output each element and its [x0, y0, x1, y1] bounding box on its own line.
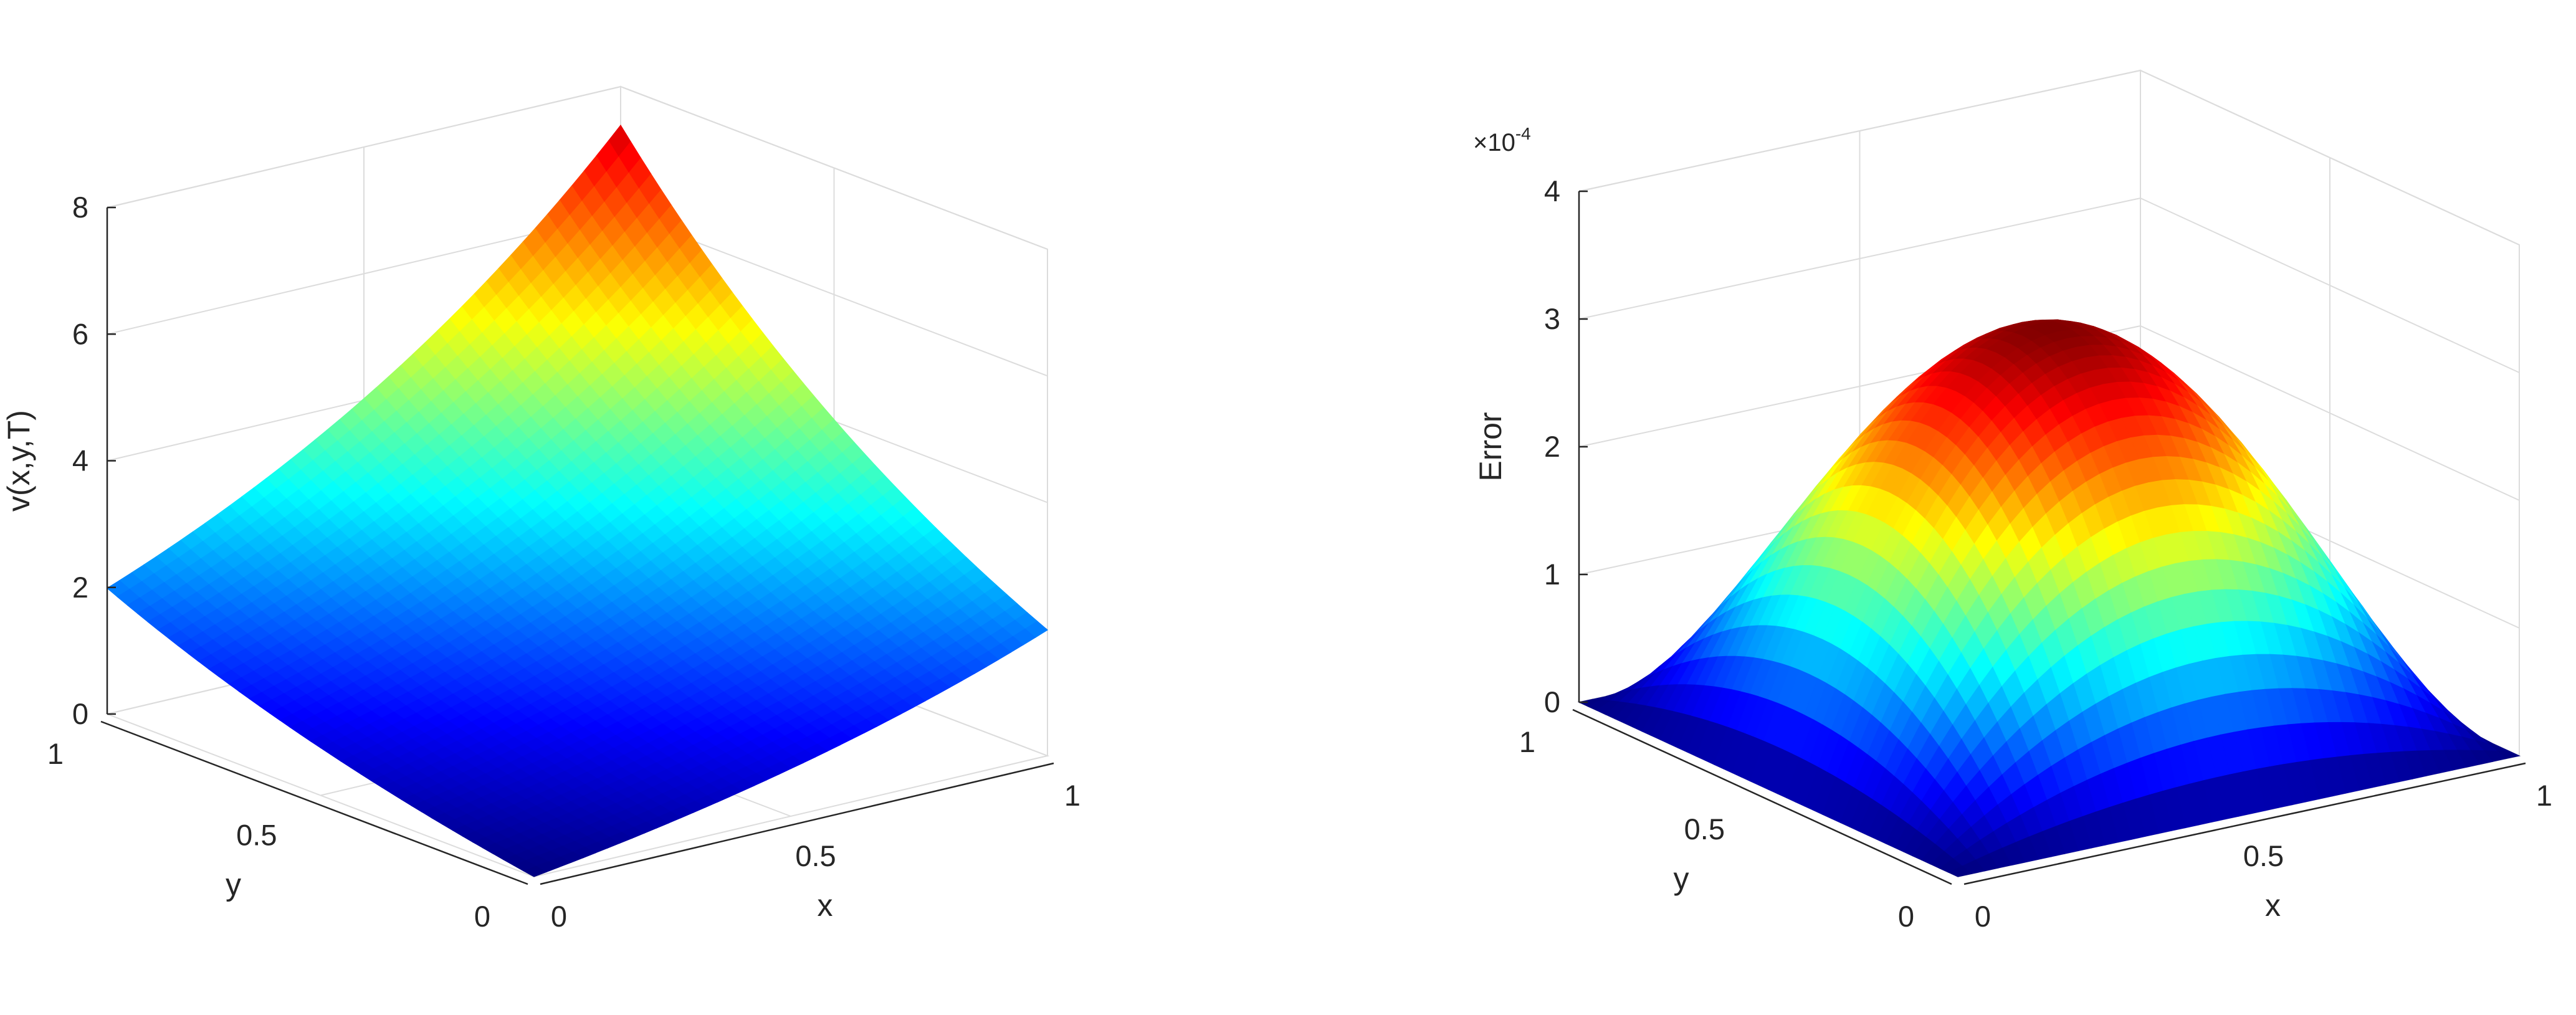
y-axis-line: [1572, 708, 1952, 885]
box-top: [1578, 69, 2520, 245]
y-axis-line: [100, 720, 528, 885]
z-gridline: [1578, 69, 2520, 245]
z-tick-label: 0: [1544, 685, 1560, 718]
z-scale-base: ×10: [1473, 129, 1515, 156]
z-tick-label: 4: [72, 444, 88, 477]
y-tick-label: 0.5: [1684, 812, 1725, 846]
z-tick-label: 4: [1544, 174, 1560, 207]
y-tick-label: 0: [1898, 900, 1914, 933]
x-axis-line: [540, 762, 1054, 885]
z-tick-label: 1: [1544, 558, 1560, 591]
surface-patch: [523, 865, 548, 877]
x-tick-label: 0.5: [795, 839, 836, 872]
z-tick-label: 6: [72, 317, 88, 350]
z-tick-label: 3: [1544, 302, 1560, 335]
surface: [106, 124, 1049, 877]
x-axis-label: x: [818, 888, 833, 923]
x-tick-label: 1: [2536, 779, 2552, 812]
z-tick-label: 0: [72, 697, 88, 730]
z-tick-label: 8: [72, 191, 88, 224]
y-tick-label: 0: [474, 900, 490, 933]
box-top: [107, 85, 1048, 250]
x-tick-label: 0: [551, 900, 567, 933]
z-axis-label: v(x,y,T): [1, 410, 36, 512]
z-axis-label: Error: [1473, 412, 1508, 481]
x-tick-label: 0: [1975, 900, 1991, 933]
z-tick-label: 2: [1544, 430, 1560, 463]
x-tick-label: 1: [1064, 779, 1080, 812]
z-gridline: [1578, 197, 2520, 373]
y-axis-label: y: [1674, 861, 1689, 896]
z-scale-exponent: -4: [1515, 124, 1531, 143]
y-tick-label: 1: [1519, 725, 1535, 758]
y-tick-label: 0.5: [236, 819, 277, 852]
y-axis-label: y: [226, 867, 241, 902]
z-tick-label: 2: [72, 571, 88, 604]
x-axis-line: [1963, 762, 2526, 885]
x-tick-label: 0.5: [2243, 839, 2284, 872]
surface: [1578, 319, 2521, 877]
y-tick-label: 1: [47, 737, 64, 770]
z-gridline: [1578, 325, 2520, 501]
surface-patch: [1948, 865, 1972, 877]
z-scale-multiplier: ×10-4: [1473, 124, 1531, 156]
x-axis-label: x: [2265, 888, 2281, 923]
